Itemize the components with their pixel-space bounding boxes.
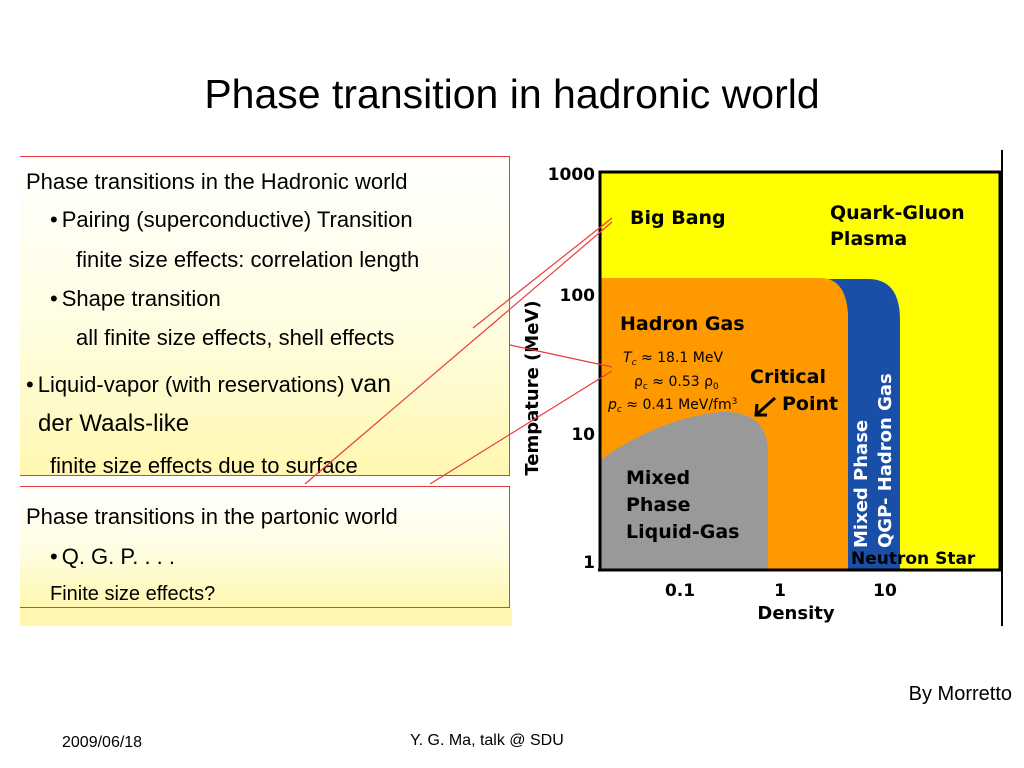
surface-detail: finite size effects due to surface	[50, 453, 358, 478]
connector-line-2	[304, 221, 613, 485]
pc-sub: c	[617, 405, 622, 415]
mixed-lg-label-line1: Mixed	[626, 467, 690, 489]
tc-symbol: T	[623, 350, 633, 366]
pc-value: pc ≈ 0.41 MeV/fm3	[607, 397, 737, 415]
mixed-qgp-label-line1: Mixed Phase	[851, 420, 872, 548]
critical-point-label-line1: Critical	[750, 366, 826, 388]
hadronic-heading: Phase transitions in the Hadronic world	[26, 169, 408, 194]
bullet-marker: •	[50, 207, 58, 232]
bullet-liquid-vapor-text: Liquid-vapor (with reservations)	[37, 372, 345, 397]
big-bang-label: Big Bang	[630, 207, 726, 229]
x-axis-label: Density	[757, 603, 834, 624]
footer-center: Y. G. Ma, talk @ SDU	[410, 732, 564, 749]
rho0-sub: 0	[713, 382, 719, 392]
bullet-liquid-vapor: • Liquid-vapor (with reservations) van	[26, 370, 391, 399]
slide-title: Phase transition in hadronic world	[204, 71, 820, 117]
hadron-gas-label: Hadron Gas	[620, 313, 745, 335]
y-tick-100: 100	[560, 286, 596, 306]
pairing-detail: finite size effects: correlation length	[76, 247, 420, 272]
bullet-pairing: • Pairing (superconductive) Transition	[50, 206, 413, 234]
critical-point-label-line2: Point	[782, 393, 838, 415]
rho-value: ρc ≈ 0.53 ρ0	[634, 374, 719, 392]
figure-right-edge	[1001, 150, 1003, 626]
y-tick-1: 1	[583, 553, 595, 573]
van-der-waals-line: der Waals-like	[38, 410, 190, 437]
critical-point-arrow	[756, 396, 776, 416]
qgp-label-line2: Plasma	[830, 228, 907, 250]
connector-line-3	[509, 344, 613, 368]
mixed-lg-label-line2: Phase	[626, 494, 690, 516]
bullet-liquid-vapor-van: van	[350, 370, 392, 398]
panel-bottom-strip	[20, 608, 512, 626]
rho-symbol: ρ	[634, 374, 643, 390]
critical-point-arrowhead	[754, 403, 767, 417]
bullet-marker: •	[50, 544, 58, 569]
connector-line-1	[472, 217, 613, 329]
pc-symbol: p	[607, 397, 617, 413]
mixed-qgp-label-line2: QGP- Hadron Gas	[875, 373, 896, 548]
bullet-qgp: • Q. G. P. . . .	[50, 543, 175, 571]
pc-sup: 3	[732, 397, 738, 407]
bullet-shape: • Shape transition	[50, 285, 221, 313]
x-tick-0-1: 0.1	[665, 581, 695, 601]
qgp-label-line1: Quark-Gluon	[830, 202, 965, 224]
partonic-panel	[20, 486, 510, 608]
bullet-shape-text: Shape transition	[61, 286, 221, 311]
mixed-lg-label-line3: Liquid-Gas	[626, 521, 739, 543]
qgp-detail: Finite size effects?	[50, 583, 216, 605]
mixed-liquid-gas-region	[600, 411, 768, 570]
bullet-qgp-text: Q. G. P. . . .	[61, 544, 176, 569]
pc-text: ≈ 0.41 MeV/fm	[622, 397, 732, 413]
tc-value: Tc ≈ 18.1 MeV	[623, 350, 723, 368]
y-tick-1000: 1000	[548, 165, 595, 185]
credit-text: By Morretto	[908, 683, 1012, 705]
neutron-star-label: Neutron Star	[851, 549, 976, 569]
shape-detail: all finite size effects, shell effects	[76, 325, 395, 350]
rho-text: ≈ 0.53 ρ	[648, 374, 713, 390]
connector-line-4	[429, 370, 613, 485]
x-tick-10: 10	[873, 581, 897, 601]
partonic-heading: Phase transitions in the partonic world	[26, 504, 398, 529]
mixed-qgp-region	[820, 279, 900, 570]
footer-date: 2009/06/18	[62, 734, 143, 751]
tc-text: ≈ 18.1 MeV	[637, 350, 724, 366]
bullet-pairing-text: Pairing (superconductive) Transition	[61, 207, 413, 232]
bullet-marker: •	[50, 286, 58, 311]
hadronic-panel	[20, 156, 510, 476]
rho-sub: c	[643, 382, 648, 392]
x-tick-1: 1	[774, 581, 786, 601]
tc-sub: c	[632, 358, 637, 368]
y-axis-label: Tempature (MeV)	[522, 300, 543, 475]
bullet-marker: •	[26, 372, 34, 397]
y-tick-10: 10	[571, 425, 595, 445]
